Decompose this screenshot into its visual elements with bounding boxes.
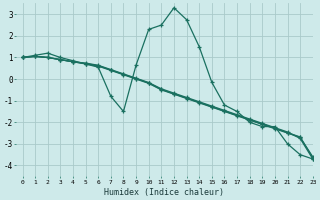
X-axis label: Humidex (Indice chaleur): Humidex (Indice chaleur) xyxy=(105,188,225,197)
